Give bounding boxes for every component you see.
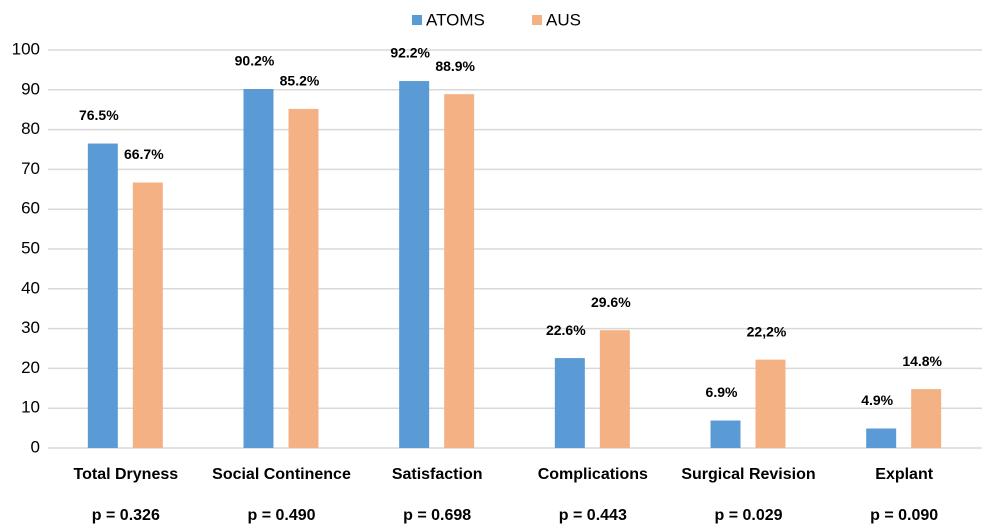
y-tick-label: 60 <box>21 199 40 218</box>
p-value: p = 0.490 <box>247 507 315 524</box>
p-value: p = 0.326 <box>92 507 160 524</box>
x-tick-label: Surgical Revision <box>681 466 815 483</box>
p-value: p = 0.090 <box>870 507 938 524</box>
bar <box>554 358 585 448</box>
value-label: 90.2% <box>235 53 275 69</box>
bar <box>866 428 897 448</box>
bar <box>911 389 942 448</box>
bar <box>599 330 630 448</box>
value-label: 88.9% <box>435 58 475 74</box>
bar <box>755 359 786 448</box>
y-tick-label: 100 <box>12 39 40 58</box>
legend-swatch <box>532 15 542 25</box>
bar <box>243 89 274 448</box>
bar <box>132 182 163 448</box>
legend-label: ATOMS <box>426 10 485 29</box>
legend-label: AUS <box>546 10 581 29</box>
value-label: 66.7% <box>124 146 164 162</box>
y-tick-label: 30 <box>21 318 40 337</box>
y-tick-label: 10 <box>21 398 40 417</box>
bar <box>288 108 319 449</box>
y-tick-label: 20 <box>21 358 40 377</box>
value-label: 6.9% <box>706 384 738 400</box>
y-tick-label: 80 <box>21 119 40 138</box>
value-label: 92.2% <box>390 45 430 61</box>
bar <box>444 94 475 448</box>
value-label: 85.2% <box>280 73 320 89</box>
x-tick-label: Total Dryness <box>74 466 179 483</box>
y-tick-label: 90 <box>21 79 40 98</box>
x-tick-label: Explant <box>875 466 933 483</box>
p-value: p = 0.443 <box>559 507 627 524</box>
p-value: p = 0.698 <box>403 507 471 524</box>
y-tick-label: 0 <box>31 437 40 456</box>
bar <box>710 420 741 448</box>
x-tick-label: Satisfaction <box>392 466 483 483</box>
x-tick-label: Complications <box>538 466 648 483</box>
value-label: 22.6% <box>546 322 586 338</box>
p-value: p = 0.029 <box>714 507 782 524</box>
y-tick-label: 70 <box>21 159 40 178</box>
value-label: 29.6% <box>591 294 631 310</box>
bar <box>87 143 118 448</box>
value-label: 22,2% <box>747 323 787 339</box>
bar <box>399 81 430 448</box>
value-label: 76.5% <box>79 107 119 123</box>
legend-swatch <box>412 15 422 25</box>
y-tick-label: 50 <box>21 238 40 257</box>
x-tick-label: Social Continence <box>212 466 351 483</box>
y-tick-label: 40 <box>21 278 40 297</box>
value-label: 4.9% <box>861 392 893 408</box>
value-label: 14.8% <box>902 353 942 369</box>
